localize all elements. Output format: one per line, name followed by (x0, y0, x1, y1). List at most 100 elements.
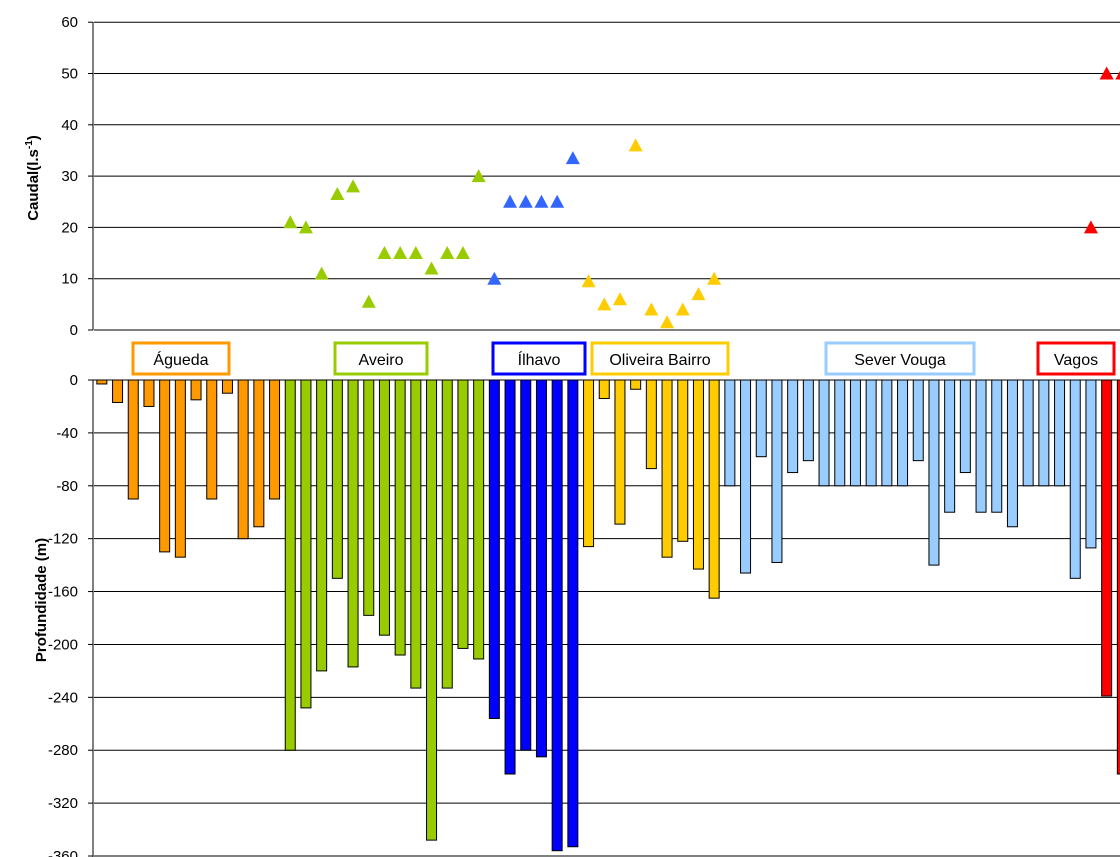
depth-bar (944, 379, 956, 513)
depth-bar (127, 379, 139, 500)
flow-marker (424, 261, 439, 275)
flow-marker (612, 292, 627, 306)
caudal-axis-title: Caudal(l.s-1) (24, 135, 42, 221)
depth-bar (378, 379, 390, 636)
profundidade-grid (88, 379, 1120, 857)
region-label-text: Ílhavo (518, 350, 561, 369)
depth-tick-label: 0 (70, 372, 78, 389)
flow-marker (644, 302, 659, 316)
depth-tick-label: -160 (48, 584, 78, 601)
depth-bar (755, 379, 767, 458)
flow-marker (597, 297, 612, 311)
caudal-tick-label: 10 (61, 271, 78, 288)
flow-marker (455, 246, 470, 260)
depth-bar (363, 379, 375, 616)
flow-marker (377, 246, 392, 260)
region-labels: Águeda Aveiro Ílhavo Oliveira Bairro Sever V… (131, 341, 1116, 376)
depth-bar (865, 379, 877, 487)
flow-marker (628, 138, 643, 152)
depth-bar (300, 379, 312, 709)
flow-marker (707, 271, 722, 285)
depth-bar (143, 379, 155, 407)
region-label-box (824, 341, 976, 376)
flow-marker (346, 179, 361, 193)
caudal-tick-label: 30 (61, 168, 78, 185)
flow-marker (518, 194, 533, 208)
depth-bar (598, 379, 610, 400)
depth-bar (975, 379, 987, 513)
depth-bar (692, 379, 704, 570)
depth-bar (818, 379, 830, 487)
depth-bar (520, 379, 532, 751)
region-label-box (590, 341, 730, 376)
depth-bar (457, 379, 469, 649)
flow-marker (283, 215, 298, 229)
depth-bar (849, 379, 861, 487)
depth-bar (190, 379, 202, 401)
flow-marker (565, 151, 580, 165)
depth-bar (1101, 379, 1113, 697)
flow-marker (330, 187, 345, 201)
depth-bar (881, 379, 893, 487)
depth-tick-label: -200 (48, 636, 78, 653)
flow-marker (691, 287, 706, 301)
flow-marker (1099, 66, 1114, 80)
depth-bar (567, 379, 579, 848)
depth-bars (96, 379, 1120, 852)
flow-marker (440, 246, 455, 260)
region-label-text: Sever Vouga (854, 352, 946, 369)
depth-bar (551, 379, 563, 852)
depth-bar (583, 379, 595, 548)
depth-bar (394, 379, 406, 656)
depth-bar (1085, 379, 1097, 549)
depth-bar (269, 379, 281, 500)
caudal-tick-label: 60 (61, 14, 78, 31)
depth-bar (316, 379, 328, 672)
depth-bar (959, 379, 971, 474)
depth-bar (740, 379, 752, 574)
depth-bar (802, 379, 814, 462)
depth-bar (347, 379, 359, 668)
caudal-tick-label: 50 (61, 66, 78, 83)
depth-tick-label: -320 (48, 795, 78, 812)
depth-bar (174, 379, 186, 558)
depth-bar (991, 379, 1003, 513)
depth-bar (1054, 379, 1066, 487)
caudal-tick-label: 40 (61, 117, 78, 134)
depth-bar (912, 379, 924, 462)
depth-bar (724, 379, 736, 487)
depth-bar (253, 379, 265, 528)
flow-marker (1083, 220, 1098, 234)
region-label-sever-vouga: Sever Vouga (824, 341, 976, 376)
depth-bar (645, 379, 657, 470)
depth-bar (1116, 379, 1120, 775)
flow-marker (503, 194, 518, 208)
depth-bar (1069, 379, 1081, 579)
caudal-tick-label: 20 (61, 219, 78, 236)
depth-bar (112, 379, 124, 403)
region-label-text: Aveiro (358, 352, 403, 369)
depth-bar (284, 379, 296, 751)
depth-bar (787, 379, 799, 474)
depth-tick-label: -120 (48, 531, 78, 548)
caudal-tick-label: 0 (70, 322, 78, 339)
depth-bar (237, 379, 249, 540)
depth-bar (630, 379, 642, 390)
depth-bar (771, 379, 783, 563)
depth-tick-label: -240 (48, 689, 78, 706)
region-label-box (1036, 341, 1116, 376)
flow-marker (534, 194, 549, 208)
y-tick-labels: 0 10 20 30 40 50 60 0 -40 -80 -120 -160 -200 -240 -280… (48, 14, 78, 857)
flow-marker (550, 194, 565, 208)
depth-bar (535, 379, 547, 758)
depth-bar (159, 379, 171, 553)
region-label-text: Vagos (1054, 352, 1098, 369)
region-label-águeda: Águeda (131, 341, 231, 376)
depth-bar (897, 379, 909, 487)
flow-marker (361, 294, 376, 308)
depth-bar (1038, 379, 1050, 487)
depth-bar (1006, 379, 1018, 528)
region-label-text: Águeda (153, 350, 208, 369)
depth-tick-label: -80 (56, 478, 78, 495)
depth-bar (1022, 379, 1034, 487)
